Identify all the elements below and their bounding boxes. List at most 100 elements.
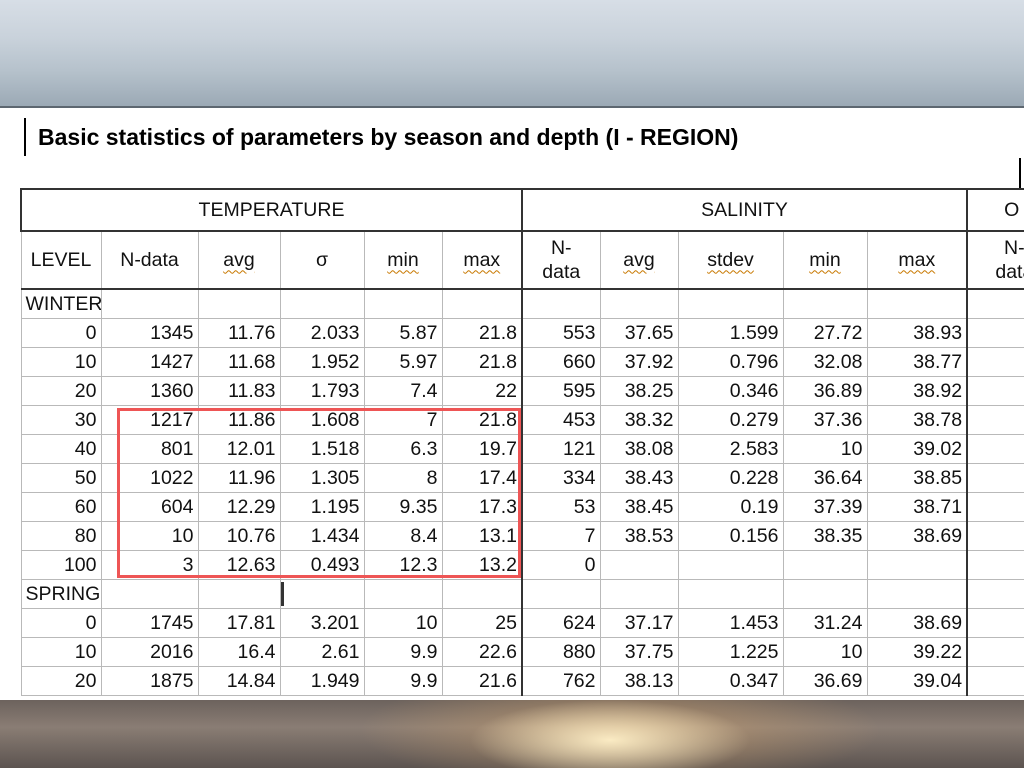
cell-temperature-avg: 11.86 <box>197 405 281 435</box>
col-salinity-avg: avg <box>599 230 679 290</box>
cell-salinity-avg: 37.92 <box>599 347 679 377</box>
cell-temperature-ndata: 801 <box>100 434 199 464</box>
table-row: 10 2016 16.4 2.61 9.9 22.6 880 37.75 1.225 10 39.2… <box>20 637 1024 667</box>
empty-cell <box>100 579 199 609</box>
cell-temperature-avg: 12.01 <box>197 434 281 464</box>
cell-temperature-max: 22.6 <box>441 637 523 667</box>
empty-cell <box>521 288 601 319</box>
cell-temperature-sigma: 1.434 <box>279 521 365 551</box>
cell-temperature-min: 10 <box>363 608 443 638</box>
cell-temperature-min: 9.35 <box>363 492 443 522</box>
empty-cell <box>677 288 784 319</box>
cell-salinity-stdev: 0.796 <box>677 347 784 377</box>
col-temperature-min: min <box>363 230 443 290</box>
table-row: 50 1022 11.96 1.305 8 17.4 334 38.43 0.228 36.64 3… <box>20 463 1024 493</box>
cell-salinity-max: 39.22 <box>866 637 968 667</box>
cell-salinity-stdev: 0.19 <box>677 492 784 522</box>
cell-salinity-min: 38.35 <box>782 521 868 551</box>
cell-temperature-min: 8 <box>363 463 443 493</box>
cell-level: 100 <box>20 550 102 580</box>
cell-temperature-max: 21.8 <box>441 347 523 377</box>
cell-temperature-ndata: 1875 <box>100 666 199 696</box>
cell-salinity-min <box>782 550 868 580</box>
cell-salinity-avg: 38.13 <box>599 666 679 696</box>
cell-temperature-max: 17.3 <box>441 492 523 522</box>
cell-temperature-avg: 10.76 <box>197 521 281 551</box>
cell-salinity-stdev: 0.279 <box>677 405 784 435</box>
empty-cell <box>966 405 1024 435</box>
cell-salinity-stdev: 0.346 <box>677 376 784 406</box>
cell-salinity-min: 27.72 <box>782 318 868 348</box>
cell-salinity-min: 36.69 <box>782 666 868 696</box>
cell-salinity-min: 37.36 <box>782 405 868 435</box>
table-row: 0 1345 11.76 2.033 5.87 21.8 553 37.65 1.599 27.7… <box>20 318 1024 348</box>
group-header-row: TEMPERATURE SALINITY O <box>20 188 1024 232</box>
cell-temperature-min: 8.4 <box>363 521 443 551</box>
cell-temperature-min: 6.3 <box>363 434 443 464</box>
table-row: 0 1745 17.81 3.201 10 25 624 37.17 1.453 31.24 38.… <box>20 608 1024 638</box>
cell-temperature-avg: 11.76 <box>197 318 281 348</box>
cell-temperature-avg: 11.83 <box>197 376 281 406</box>
empty-cell <box>966 521 1024 551</box>
cell-salinity-min: 10 <box>782 637 868 667</box>
cell-temperature-avg: 12.29 <box>197 492 281 522</box>
cell-salinity-max: 38.93 <box>866 318 968 348</box>
empty-cell <box>966 318 1024 348</box>
cell-salinity-min: 36.89 <box>782 376 868 406</box>
cell-salinity-avg: 37.65 <box>599 318 679 348</box>
cell-temperature-sigma: 1.952 <box>279 347 365 377</box>
cell-salinity-avg: 38.25 <box>599 376 679 406</box>
season-label: WINTER <box>20 288 102 319</box>
empty-cell <box>966 550 1024 580</box>
cell-temperature-min: 5.87 <box>363 318 443 348</box>
cell-temperature-min: 12.3 <box>363 550 443 580</box>
cell-level: 60 <box>20 492 102 522</box>
cell-temperature-sigma: 1.195 <box>279 492 365 522</box>
cell-temperature-min: 7.4 <box>363 376 443 406</box>
cell-level: 0 <box>20 608 102 638</box>
cell-salinity-min: 32.08 <box>782 347 868 377</box>
season-row-spring: SPRING <box>20 579 1024 609</box>
cell-salinity-ndata: 453 <box>521 405 601 435</box>
col-temperature-ndata: N-data <box>100 230 199 290</box>
cell-salinity-ndata: 595 <box>521 376 601 406</box>
cell-salinity-stdev: 1.453 <box>677 608 784 638</box>
empty-cell <box>363 579 443 609</box>
cell-temperature-max: 19.7 <box>441 434 523 464</box>
cell-temperature-sigma: 0.493 <box>279 550 365 580</box>
empty-cell <box>782 288 868 319</box>
cell-temperature-max: 21.6 <box>441 666 523 696</box>
empty-cell <box>866 579 968 609</box>
cell-salinity-min: 36.64 <box>782 463 868 493</box>
cell-salinity-avg: 37.17 <box>599 608 679 638</box>
cell-temperature-ndata: 2016 <box>100 637 199 667</box>
cell-temperature-sigma: 3.201 <box>279 608 365 638</box>
cell-salinity-max: 38.71 <box>866 492 968 522</box>
table-row: 30 1217 11.86 1.608 7 21.8 453 38.32 0.279 37.36 3… <box>20 405 1024 435</box>
cell-temperature-avg: 12.63 <box>197 550 281 580</box>
cell-salinity-avg: 38.53 <box>599 521 679 551</box>
column-resize-marker <box>281 582 284 606</box>
cell-salinity-avg: 38.43 <box>599 463 679 493</box>
cell-salinity-avg: 38.08 <box>599 434 679 464</box>
empty-cell <box>966 608 1024 638</box>
cell-level: 0 <box>20 318 102 348</box>
statistics-table-container: TEMPERATURE SALINITY O LEVEL N-data avg … <box>20 188 1024 700</box>
cell-salinity-ndata: 334 <box>521 463 601 493</box>
cell-temperature-sigma: 1.608 <box>279 405 365 435</box>
empty-cell <box>197 288 281 319</box>
cell-temperature-min: 9.9 <box>363 666 443 696</box>
cell-salinity-max: 38.69 <box>866 521 968 551</box>
empty-cell <box>677 579 784 609</box>
cell-salinity-stdev: 1.225 <box>677 637 784 667</box>
cell-temperature-ndata: 3 <box>100 550 199 580</box>
cell-salinity-ndata: 624 <box>521 608 601 638</box>
cell-salinity-min: 37.39 <box>782 492 868 522</box>
cell-temperature-max: 25 <box>441 608 523 638</box>
cell-salinity-stdev: 0.228 <box>677 463 784 493</box>
cell-temperature-max: 17.4 <box>441 463 523 493</box>
cell-temperature-sigma: 2.61 <box>279 637 365 667</box>
cell-salinity-stdev: 1.599 <box>677 318 784 348</box>
table-row: 20 1875 14.84 1.949 9.9 21.6 762 38.13 0.347 36.6… <box>20 666 1024 696</box>
cell-salinity-max: 38.69 <box>866 608 968 638</box>
